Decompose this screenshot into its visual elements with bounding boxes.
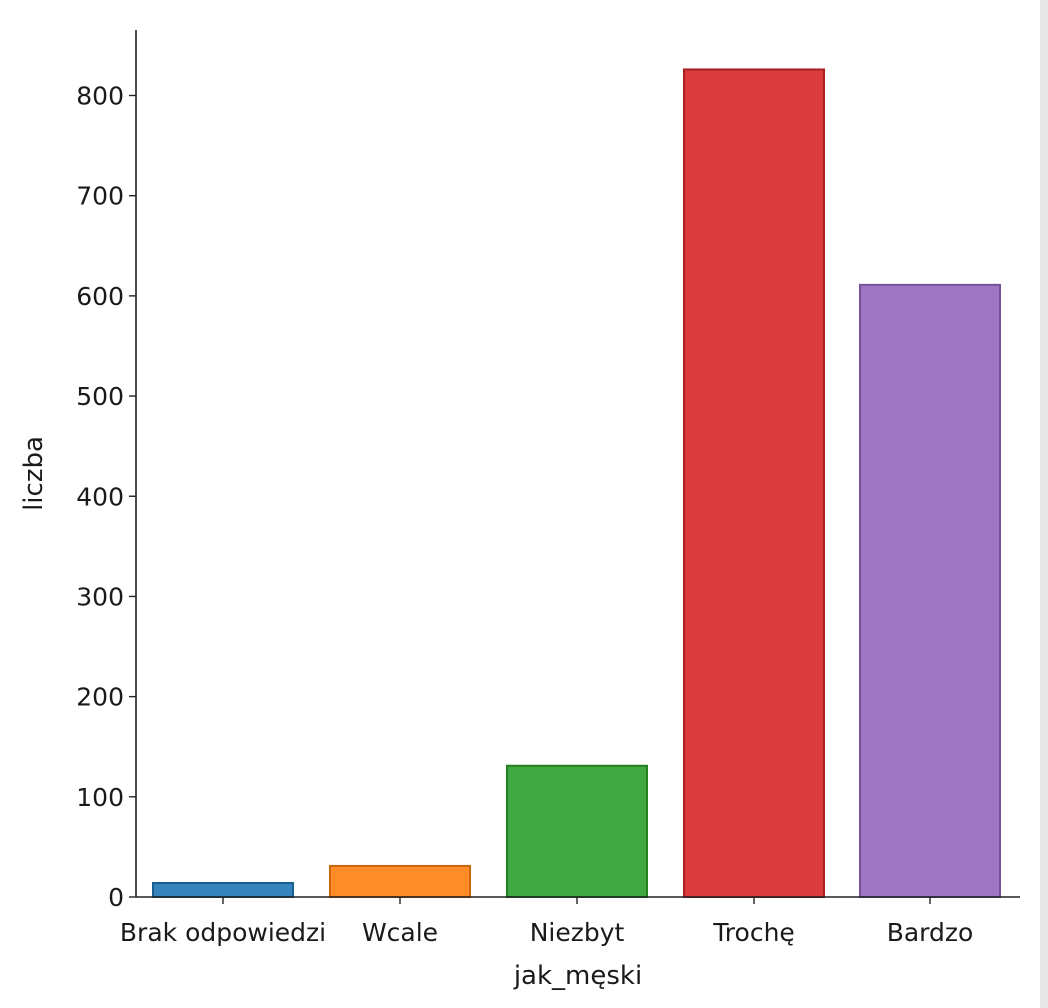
y-axis-ticks: 0 100 200 300 400 500 600 700 800 [76, 82, 136, 912]
y-tick-label: 100 [76, 783, 124, 812]
y-tick-label: 700 [76, 182, 124, 211]
bars-group [152, 68, 1001, 899]
x-tick-label: Bardzo [887, 918, 974, 947]
y-tick-label: 500 [76, 382, 124, 411]
x-tick-label: Wcale [362, 918, 438, 947]
y-axis-label: liczba [19, 436, 49, 511]
x-axis-ticks: Brak odpowiedzi Wcale Niezbyt Trochę Bardzo [120, 897, 973, 947]
bar-niezbyt [506, 764, 648, 899]
x-tick-label: Brak odpowiedzi [120, 918, 326, 947]
x-tick-label: Niezbyt [530, 918, 625, 947]
bar-bardzo [859, 283, 1001, 898]
x-tick-label: Trochę [712, 918, 795, 947]
y-tick-label: 600 [76, 282, 124, 311]
x-axis-label: jak_męski [513, 961, 642, 991]
y-tick-label: 200 [76, 683, 124, 712]
y-tick-label: 800 [76, 82, 124, 111]
window-edge [1040, 0, 1048, 1008]
y-tick-label: 300 [76, 582, 124, 611]
bar-brak-odpowiedzi [152, 881, 294, 899]
y-tick-label: 0 [108, 883, 124, 912]
bar-wcale [329, 864, 471, 899]
y-tick-label: 400 [76, 482, 124, 511]
bar-trochę [683, 68, 825, 899]
